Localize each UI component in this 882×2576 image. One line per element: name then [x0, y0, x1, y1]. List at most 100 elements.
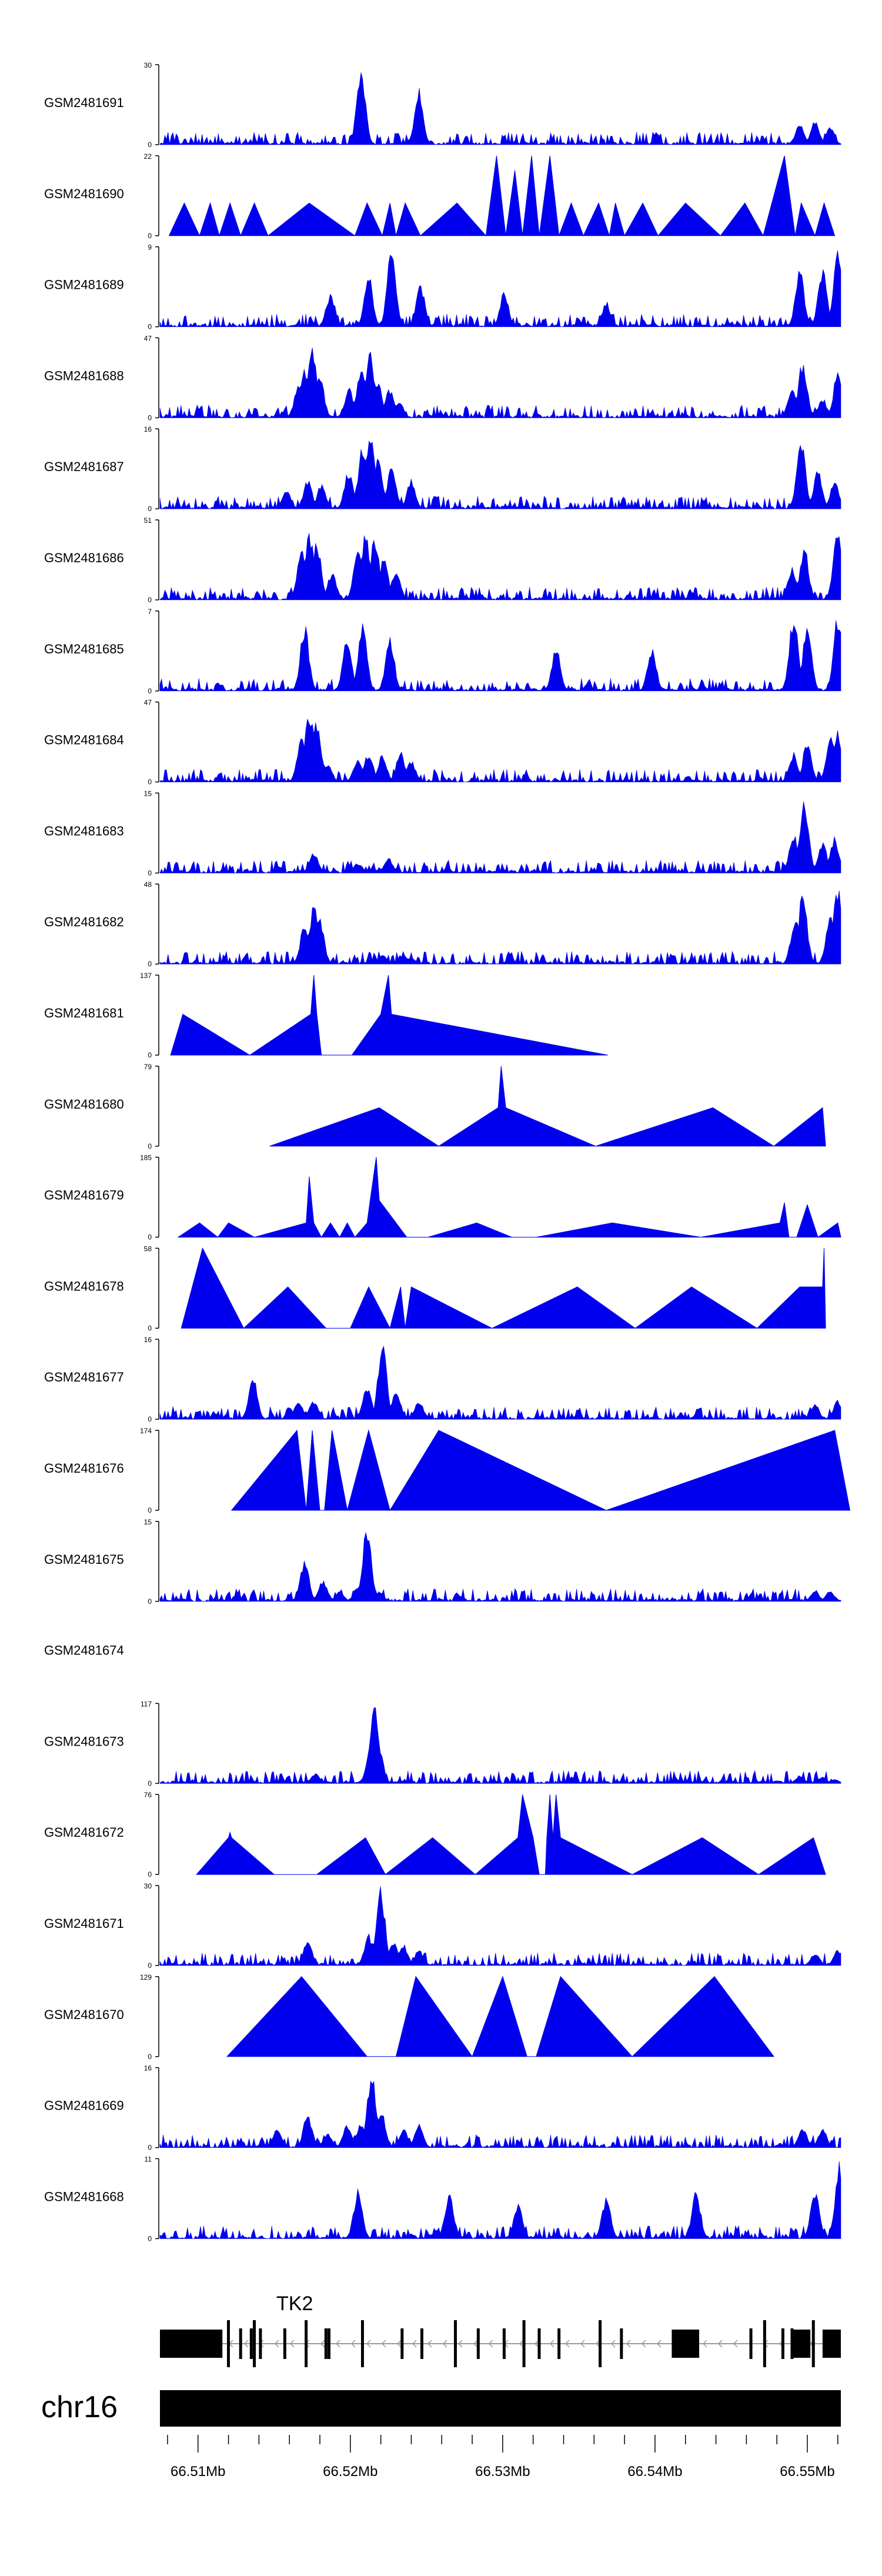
track-GSM2481674: GSM2481674: [44, 1643, 124, 1658]
signal-area: [159, 1346, 841, 1420]
y-max-label: 47: [144, 334, 152, 342]
track-label: GSM2481672: [44, 1825, 124, 1840]
y-min-label: 0: [148, 141, 152, 149]
exon: [453, 2320, 457, 2367]
y-max-label: 7: [148, 608, 152, 616]
strand-arrow: [595, 2340, 600, 2348]
track-label: GSM2481685: [44, 642, 124, 656]
y-min-label: 0: [148, 1597, 152, 1606]
signal-area: [269, 1066, 826, 1147]
signal-area: [226, 1976, 774, 2057]
track-GSM2481691: GSM2481691 30 0: [44, 61, 841, 149]
gene-model-track: TK2: [160, 2293, 841, 2367]
chromosome-track: chr16: [41, 2390, 841, 2427]
signal-area: [159, 890, 841, 965]
track-GSM2481688: GSM2481688 47 0: [44, 334, 841, 422]
track-GSM2481671: GSM2481671 30 0: [44, 1882, 841, 1970]
signal-tracks: GSM2481691300GSM2481690220GSM248168990GS…: [44, 61, 851, 2243]
y-max-label: 79: [144, 1063, 152, 1071]
gene-label: TK2: [276, 2293, 313, 2315]
y-max-label: 76: [144, 1791, 152, 1799]
track-GSM2481689: GSM2481689 9 0: [44, 243, 841, 331]
exon: [763, 2320, 766, 2367]
strand-arrow: [442, 2340, 447, 2348]
signal-area: [159, 1886, 841, 1966]
strand-arrow: [626, 2340, 631, 2348]
y-max-label: 48: [144, 880, 152, 889]
exon: [360, 2320, 364, 2367]
strand-arrow: [610, 2340, 616, 2348]
genomic-axis: 66.51Mb 66.52Mb 66.53Mb 66.54Mb 66.55Mb: [167, 2435, 838, 2480]
track-label: GSM2481679: [44, 1188, 124, 1203]
exon: [781, 2328, 784, 2359]
track-label: GSM2481690: [44, 186, 124, 201]
y-max-label: 137: [140, 972, 152, 980]
exon: [420, 2328, 423, 2359]
exon: [226, 2320, 230, 2367]
y-max-label: 51: [144, 516, 152, 525]
exon-block: [671, 2330, 700, 2358]
x-tick-label: 66.54Mb: [627, 2464, 682, 2480]
track-label: GSM2481688: [44, 368, 124, 383]
strand-arrow: [427, 2340, 432, 2348]
y-min-label: 0: [148, 1051, 152, 1059]
exon: [599, 2320, 602, 2367]
y-min-label: 0: [148, 1324, 152, 1332]
exon-block: [822, 2330, 841, 2358]
signal-area: [159, 801, 841, 874]
y-max-label: 9: [148, 243, 152, 252]
signal-area: [230, 1429, 851, 1511]
strand-arrow: [396, 2340, 402, 2348]
strand-arrow: [580, 2340, 585, 2348]
track-label: GSM2481674: [44, 1643, 124, 1658]
track-label: GSM2481689: [44, 278, 124, 292]
signal-area: [170, 975, 608, 1056]
strand-arrow: [534, 2340, 539, 2348]
strand-arrow: [243, 2340, 249, 2348]
track-GSM2481686: GSM2481686 51 0: [44, 516, 841, 604]
y-max-label: 22: [144, 152, 152, 161]
x-tick-label: 66.53Mb: [475, 2464, 530, 2480]
track-GSM2481670: GSM2481670 129 0: [44, 1973, 774, 2061]
track-label: GSM2481677: [44, 1370, 124, 1384]
y-max-label: 16: [144, 425, 152, 433]
signal-area: [159, 72, 841, 145]
exon: [259, 2328, 262, 2359]
exon: [502, 2328, 506, 2359]
y-min-label: 0: [148, 505, 152, 513]
y-min-label: 0: [148, 323, 152, 331]
strand-arrow: [717, 2340, 723, 2348]
signal-area: [159, 719, 841, 783]
strand-arrow: [274, 2340, 279, 2348]
track-label: GSM2481676: [44, 1461, 124, 1476]
y-min-label: 0: [148, 1961, 152, 1970]
y-min-label: 0: [148, 1779, 152, 1787]
signal-area: [159, 2080, 841, 2148]
track-GSM2481668: GSM2481668 11 0: [44, 2155, 841, 2243]
track-GSM2481669: GSM2481669 16 0: [44, 2064, 841, 2152]
signal-area: [177, 1157, 841, 1238]
y-max-label: 15: [144, 789, 152, 798]
track-GSM2481672: GSM2481672 76 0: [44, 1791, 826, 1878]
signal-area: [159, 2161, 841, 2240]
signal-area: [196, 1794, 826, 1875]
exon: [305, 2320, 308, 2367]
strand-arrow: [564, 2340, 570, 2348]
exon: [283, 2328, 286, 2359]
exon: [557, 2328, 561, 2359]
strand-arrow: [335, 2340, 340, 2348]
strand-arrow: [702, 2340, 707, 2348]
exon-block: [790, 2330, 811, 2358]
y-max-label: 30: [144, 61, 152, 69]
exon: [239, 2328, 242, 2359]
y-min-label: 0: [148, 1415, 152, 1423]
exon-block: [160, 2330, 223, 2358]
track-label: GSM2481686: [44, 550, 124, 565]
y-max-label: 16: [144, 2064, 152, 2073]
track-label: GSM2481675: [44, 1552, 124, 1567]
y-max-label: 47: [144, 699, 152, 707]
exon: [324, 2328, 328, 2359]
y-max-label: 129: [140, 1973, 152, 1981]
y-min-label: 0: [148, 232, 152, 240]
